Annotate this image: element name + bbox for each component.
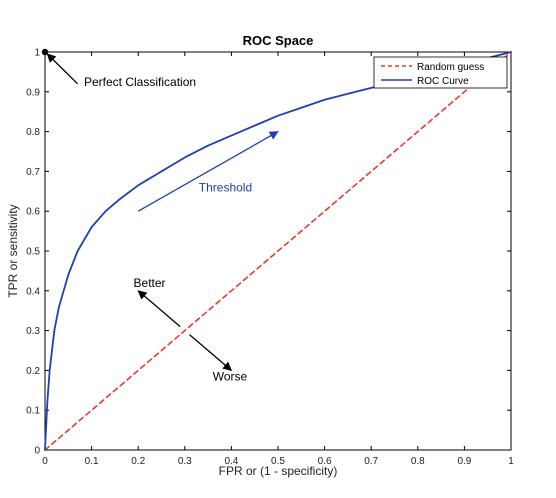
y-axis-label: TPR or sensitivity: [6, 204, 20, 297]
y-tick-label: 0.4: [26, 286, 40, 297]
y-tick-label: 0.7: [26, 167, 40, 178]
y-tick-label: 0.5: [26, 247, 40, 258]
legend-label-roc-curve: ROC Curve: [417, 76, 469, 87]
x-tick-label: 0.5: [271, 456, 285, 467]
series-layer: [44, 51, 512, 451]
threshold-arrow: [137, 131, 279, 212]
y-tick-label: 0.8: [26, 127, 40, 138]
points-layer: [41, 48, 49, 56]
y-tick-label: 0.9: [26, 87, 40, 98]
x-axis-ticks: 0 0.1 0.2 0.3 0.4 0.5 0.6 0.7 0.8 0.9 1: [42, 52, 514, 467]
y-tick-label: 0: [34, 446, 40, 457]
x-tick-label: 0.3: [178, 456, 192, 467]
x-tick-label: 0.8: [411, 456, 425, 467]
legend-label-random-guess: Random guess: [417, 62, 484, 73]
chart-title: ROC Space: [243, 33, 314, 48]
threshold-label: Threshold: [199, 180, 252, 194]
x-tick-label: 0.2: [131, 456, 145, 467]
x-tick-label: 1: [508, 456, 514, 467]
x-tick-label: 0.1: [85, 456, 99, 467]
perfect-classification-arrow: [46, 53, 79, 85]
worse-label: Worse: [213, 369, 248, 383]
x-axis-label: FPR or (1 - specificity): [219, 464, 338, 478]
better-label: Better: [134, 276, 166, 290]
y-tick-label: 0.6: [26, 207, 40, 218]
better-arrow: [137, 290, 181, 328]
perfect-classification-point: [41, 48, 49, 56]
y-tick-label: 0.3: [26, 326, 40, 337]
x-tick-label: 0.6: [318, 456, 332, 467]
y-tick-label: 1: [34, 48, 40, 59]
x-tick-label: 0: [42, 456, 48, 467]
x-tick-label: 0.4: [224, 456, 238, 467]
x-tick-label: 0.7: [364, 456, 378, 467]
y-tick-label: 0.1: [26, 406, 40, 417]
y-tick-label: 0.2: [26, 366, 40, 377]
x-tick-label: 0.9: [457, 456, 471, 467]
legend: Random guess ROC Curve: [373, 56, 508, 89]
y-axis-ticks: 0 0.1 0.2 0.3 0.4 0.5 0.6 0.7 0.8 0.9 1: [26, 48, 511, 457]
perfect-classification-label: Perfect Classification: [84, 75, 196, 89]
series-line-random-guess: [44, 51, 512, 451]
legend-box: [373, 56, 508, 89]
worse-arrow: [189, 334, 233, 371]
